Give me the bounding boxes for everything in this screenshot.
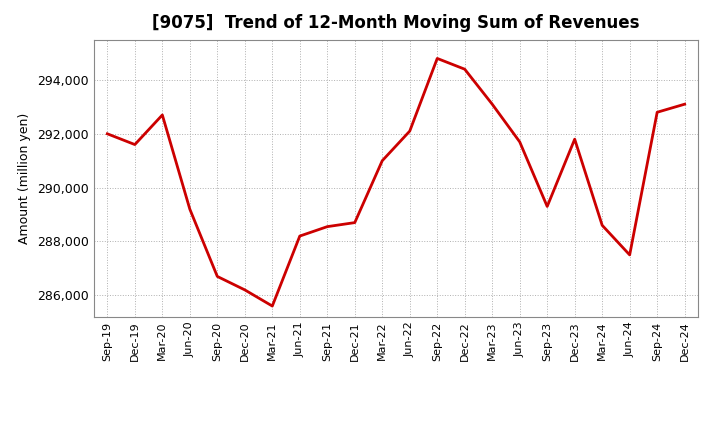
Title: [9075]  Trend of 12-Month Moving Sum of Revenues: [9075] Trend of 12-Month Moving Sum of R…	[152, 15, 640, 33]
Y-axis label: Amount (million yen): Amount (million yen)	[18, 113, 31, 244]
